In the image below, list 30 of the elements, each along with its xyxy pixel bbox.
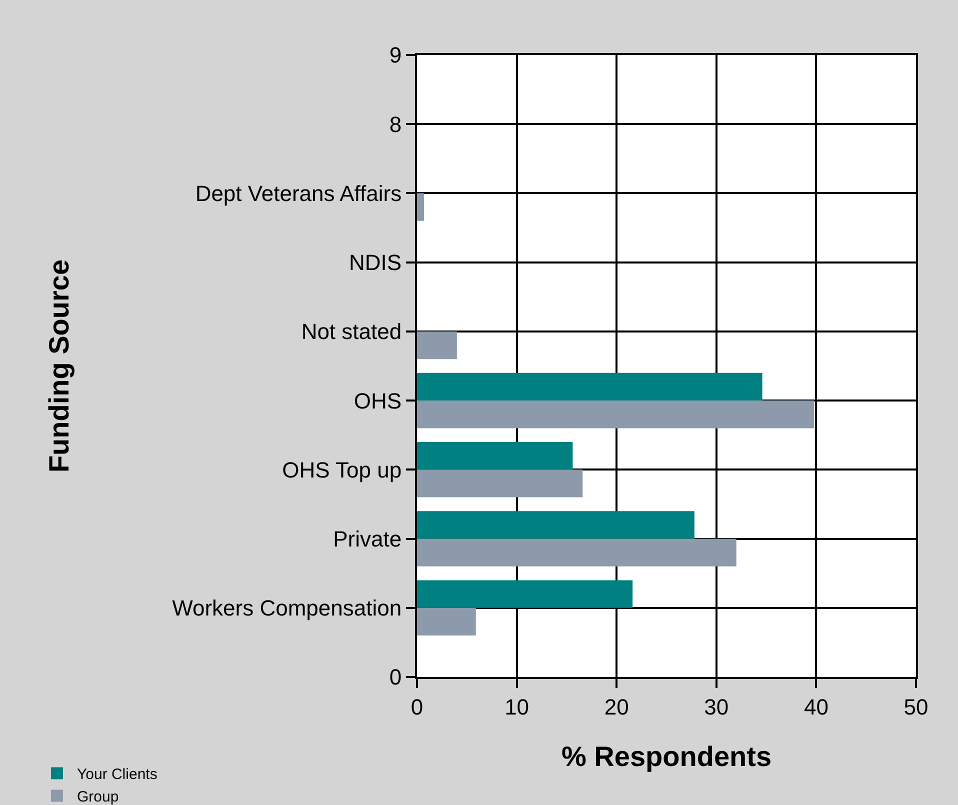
y-tick-label: 8	[389, 112, 402, 137]
bar	[417, 470, 583, 498]
bar	[417, 538, 736, 566]
x-tick-label: 50	[904, 694, 928, 720]
x-axis-title: % Respondents	[561, 741, 772, 772]
y-tick-label: OHS Top up	[282, 457, 402, 482]
legend-label: Group	[77, 788, 119, 805]
x-tick-label: 0	[410, 694, 424, 720]
bar	[417, 442, 573, 470]
bar	[417, 608, 476, 636]
bar	[417, 331, 457, 360]
bar	[417, 400, 814, 428]
y-tick-label: 9	[389, 42, 402, 68]
bar	[417, 372, 762, 401]
y-tick-label: Not stated	[301, 319, 402, 344]
y-tick-label: Workers Compensation	[172, 596, 402, 621]
x-tick-label: 20	[604, 694, 629, 720]
y-tick-label: Private	[333, 526, 402, 552]
x-tick-label: 10	[504, 694, 530, 720]
y-axis-title: Funding Source	[43, 259, 74, 473]
legend-label: Your Clients	[77, 766, 158, 784]
bar	[417, 580, 633, 608]
y-tick-label: 0	[389, 664, 402, 690]
y-tick-label: NDIS	[349, 250, 402, 276]
y-tick-label: Dept Veterans Affairs	[195, 180, 402, 206]
x-tick-label: 30	[704, 694, 729, 720]
x-tick-label: 40	[804, 694, 828, 720]
y-tick-label: OHS	[354, 388, 402, 414]
bar	[417, 193, 424, 221]
bar	[417, 511, 694, 539]
